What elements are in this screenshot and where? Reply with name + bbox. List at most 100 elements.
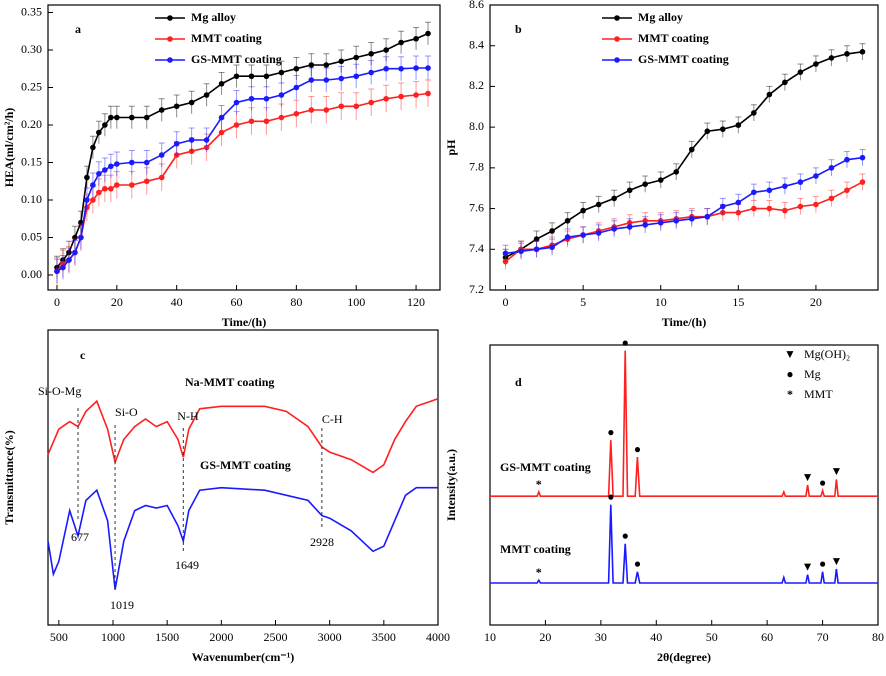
- point: [413, 92, 419, 98]
- peak-label: Si-O: [115, 405, 138, 419]
- series-line: [47, 486, 438, 590]
- x-axis-label: Time/(h): [222, 315, 266, 329]
- point: [502, 258, 509, 265]
- point: [293, 65, 300, 72]
- point: [188, 99, 195, 106]
- point: [626, 187, 633, 194]
- y-tick-label: 7.8: [469, 160, 484, 174]
- point: [263, 73, 270, 80]
- point: [143, 114, 150, 121]
- point: [218, 80, 225, 87]
- point: [657, 177, 664, 183]
- point: [688, 215, 695, 222]
- x-axis-label: 2θ(degree): [657, 650, 711, 664]
- legend-label: GS-MMT coating: [638, 52, 729, 66]
- point: [673, 169, 680, 175]
- series-line: [505, 181, 863, 263]
- point: [308, 62, 315, 68]
- point: [173, 140, 180, 147]
- point: [626, 224, 633, 230]
- peak-value: 677: [71, 530, 89, 544]
- point: [188, 148, 195, 155]
- point: [78, 234, 84, 241]
- y-tick-label: 0.10: [21, 192, 42, 206]
- point: [383, 47, 389, 53]
- point: [425, 90, 431, 97]
- y-tick-label: 0.05: [21, 229, 42, 243]
- point: [383, 95, 389, 102]
- point: [263, 95, 270, 102]
- series-label: GS-MMT coating: [500, 460, 591, 474]
- point: [114, 114, 120, 121]
- point: [60, 264, 66, 271]
- legend-marker: [614, 36, 620, 42]
- point: [128, 114, 135, 121]
- point: [766, 205, 773, 212]
- point: [96, 129, 102, 136]
- phase-marker: ●: [819, 475, 826, 489]
- legend-label: Mg: [804, 367, 821, 381]
- series-label: GS-MMT coating: [200, 458, 291, 472]
- point: [338, 103, 345, 110]
- point: [813, 201, 819, 208]
- y-tick-label: 8.4: [469, 37, 484, 51]
- plot-frame: [489, 4, 879, 291]
- plot-frame: [47, 329, 439, 626]
- point: [278, 114, 285, 121]
- point: [797, 179, 804, 185]
- point: [720, 126, 726, 132]
- x-tick-label: 80: [872, 630, 884, 644]
- phase-marker: *: [536, 565, 542, 579]
- x-tick-label: 1000: [101, 630, 125, 644]
- phase-marker: ▼: [830, 554, 842, 568]
- point: [828, 165, 835, 171]
- point: [844, 51, 850, 57]
- y-tick-label: 7.2: [469, 282, 484, 296]
- y-axis-label: HEA(ml/cm²/h): [2, 108, 16, 188]
- point: [323, 107, 330, 113]
- point: [751, 110, 757, 116]
- point: [114, 182, 120, 188]
- point: [782, 79, 788, 86]
- point: [642, 222, 648, 228]
- legend-label: MMT: [804, 387, 833, 401]
- x-tick-label: 80: [290, 295, 302, 309]
- point: [173, 152, 180, 158]
- point: [72, 234, 78, 241]
- point: [353, 54, 360, 61]
- y-tick-label: 0.35: [21, 4, 42, 18]
- panel-label: d: [515, 375, 522, 389]
- point: [96, 170, 102, 177]
- y-tick-label: 0.15: [21, 154, 42, 168]
- legend-marker: [614, 57, 620, 63]
- point: [308, 107, 315, 113]
- point: [233, 122, 240, 128]
- point: [704, 213, 711, 220]
- point: [813, 173, 819, 179]
- x-tick-label: 15: [732, 295, 744, 309]
- x-tick-label: 0: [54, 295, 60, 309]
- point: [90, 182, 96, 188]
- y-axis-label: pH: [444, 139, 458, 156]
- point: [580, 207, 586, 214]
- point: [143, 178, 150, 185]
- point: [323, 77, 330, 83]
- x-tick-label: 60: [761, 630, 773, 644]
- point: [735, 209, 742, 216]
- legend-symbol: ●: [786, 367, 793, 381]
- point: [642, 181, 648, 187]
- panel-label: a: [75, 22, 81, 36]
- point: [143, 159, 150, 166]
- peak-value: 1649: [175, 558, 199, 572]
- point: [688, 146, 695, 153]
- point: [398, 39, 404, 46]
- point: [425, 65, 431, 71]
- point: [564, 217, 571, 224]
- point: [673, 217, 680, 224]
- point: [203, 137, 210, 143]
- phase-marker: ●: [819, 557, 826, 571]
- legend-symbol: ▼: [784, 347, 796, 361]
- point: [398, 65, 404, 72]
- point: [233, 73, 240, 80]
